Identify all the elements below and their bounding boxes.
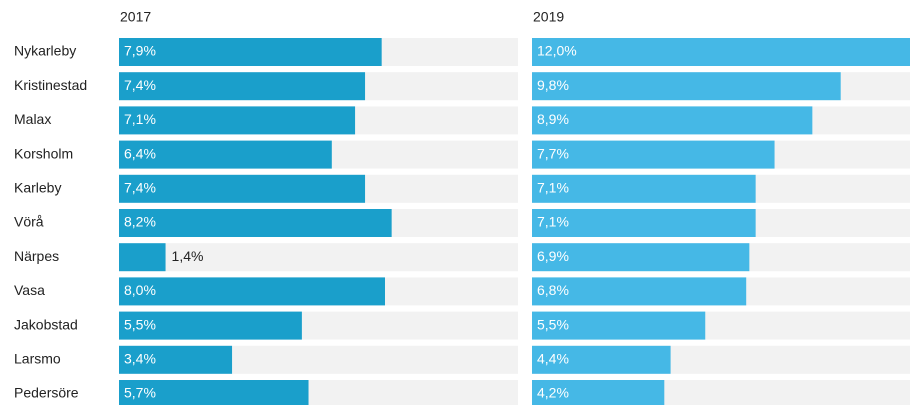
bar: [119, 209, 392, 237]
value-label: 12,0%: [537, 43, 577, 59]
category-label: Nykarleby: [14, 43, 76, 59]
category-label: Jakobstad: [14, 316, 78, 332]
value-label: 7,4%: [124, 77, 156, 93]
bar: [532, 209, 756, 237]
value-label: 1,4%: [172, 248, 204, 264]
category-label: Larsmo: [14, 351, 61, 367]
category-label: Vörå: [14, 214, 44, 230]
bar-track: [119, 243, 518, 272]
value-label: 4,2%: [537, 385, 569, 401]
category-label: Närpes: [14, 248, 59, 264]
bar: [119, 106, 356, 135]
bar: [119, 174, 366, 203]
bar: [119, 380, 309, 405]
category-label: Pedersöre: [14, 385, 79, 401]
value-label: 7,7%: [537, 145, 569, 161]
value-label: 6,8%: [537, 282, 569, 298]
value-label: 5,5%: [537, 316, 569, 332]
bar: [119, 38, 382, 66]
panel-title: 2017: [120, 9, 151, 25]
value-label: 4,4%: [537, 351, 569, 367]
bar: [532, 38, 910, 66]
bar: [532, 277, 747, 306]
value-label: 8,0%: [124, 282, 156, 298]
value-label: 6,4%: [124, 145, 156, 161]
value-label: 9,8%: [537, 77, 569, 93]
value-label: 6,9%: [537, 248, 569, 264]
category-label: Korsholm: [14, 145, 73, 161]
value-label: 5,7%: [124, 385, 156, 401]
category-label: Karleby: [14, 180, 61, 196]
bar: [532, 243, 750, 272]
bar: [119, 72, 366, 101]
bar: [119, 140, 332, 169]
bar: [532, 140, 775, 169]
value-label: 5,5%: [124, 316, 156, 332]
value-label: 8,2%: [124, 214, 156, 230]
bar: [119, 345, 233, 374]
panel-title: 2019: [533, 9, 564, 25]
value-label: 7,1%: [537, 180, 569, 196]
bar: [532, 106, 813, 135]
value-label: 3,4%: [124, 351, 156, 367]
bar: [532, 380, 665, 405]
value-label: 7,1%: [124, 111, 156, 127]
bar: [119, 277, 385, 306]
value-label: 7,1%: [537, 214, 569, 230]
bar: [532, 174, 756, 203]
category-label: Kristinestad: [14, 77, 87, 93]
value-label: 7,4%: [124, 180, 156, 196]
bar: [119, 243, 166, 272]
value-label: 8,9%: [537, 111, 569, 127]
bar: [532, 345, 671, 374]
value-label: 7,9%: [124, 43, 156, 59]
bar: [532, 311, 706, 340]
category-label: Vasa: [14, 282, 45, 298]
bar: [119, 311, 302, 340]
bar: [532, 72, 841, 101]
category-label: Malax: [14, 111, 51, 127]
